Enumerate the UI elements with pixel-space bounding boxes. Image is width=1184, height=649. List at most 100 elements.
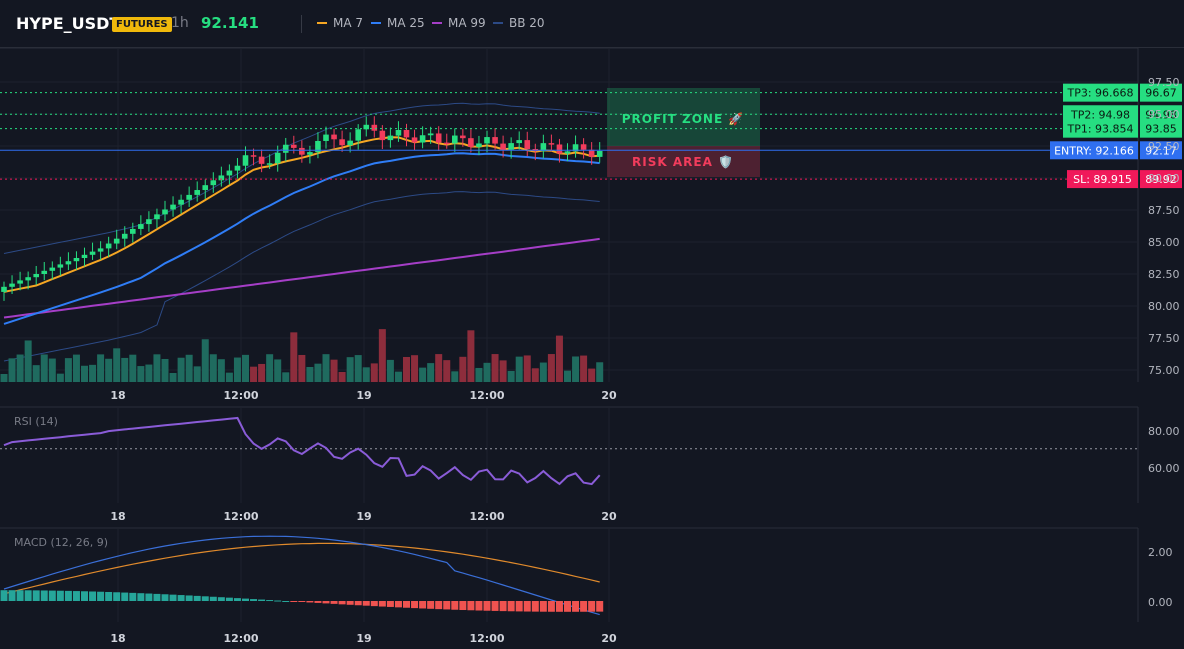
candle-body[interactable] [596,150,603,157]
candle-body[interactable] [363,124,370,130]
candle-body[interactable] [524,140,531,149]
candle-body[interactable] [371,124,378,131]
candle-body[interactable] [282,144,289,153]
candle-body[interactable] [443,142,450,145]
volume-bar [346,357,354,382]
candle-body[interactable] [516,140,522,144]
candle-body[interactable] [411,137,418,143]
candle-body[interactable] [250,155,257,157]
candle-body[interactable] [299,147,305,155]
candle-body[interactable] [387,135,394,141]
candle-body[interactable] [427,133,434,136]
candle-body[interactable] [548,143,555,145]
candle-body[interactable] [105,243,112,249]
bb-upper-line [3,102,600,254]
candle-body[interactable] [130,228,136,234]
candle-body[interactable] [81,254,88,258]
macd-histogram-bar [411,601,419,609]
volume-bar [467,330,475,382]
candle-body[interactable] [580,144,587,150]
candle-body[interactable] [274,152,281,164]
tp3-label: TP3: 96.668 [1066,87,1133,100]
macd-histogram-bar [8,590,16,601]
candle-body[interactable] [234,165,241,171]
candle-body[interactable] [435,133,442,143]
candle-body[interactable] [403,130,410,138]
symbol-label[interactable]: HYPE_USDT [16,14,121,33]
candle-body[interactable] [266,163,273,165]
candle-body[interactable] [484,137,490,144]
candle-body[interactable] [355,129,361,141]
candle-body[interactable] [210,180,217,186]
candle-body[interactable] [572,144,579,152]
candle-body[interactable] [170,204,176,210]
candle-body[interactable] [347,140,353,146]
candle-body[interactable] [339,139,345,146]
candle-body[interactable] [379,130,386,141]
macd-pane[interactable]: MACD (12, 26, 9) 2.00 0.00 [0,535,1173,616]
candle-body[interactable] [146,219,152,225]
macd-signal-line [3,542,600,595]
legend-ma25-label: MA 25 [387,16,425,30]
candlesticks[interactable] [1,116,603,301]
candle-body[interactable] [476,143,482,147]
candle-body[interactable] [194,190,200,195]
candle-body[interactable] [186,194,192,200]
candle-body[interactable] [331,134,337,140]
legend-ma99[interactable]: MA 99 [432,16,486,30]
macd-histogram-bar [322,601,330,604]
candle-body[interactable] [202,185,209,191]
candle-body[interactable] [17,280,23,284]
candle-body[interactable] [564,151,571,154]
volume-bar [547,354,555,382]
candle-body[interactable] [138,224,144,229]
candle-body[interactable] [258,156,265,164]
candle-body[interactable] [540,143,547,152]
candle-body[interactable] [97,248,104,252]
volume-bar [89,364,97,382]
candle-body[interactable] [556,144,563,154]
candle-body[interactable] [9,283,15,287]
candle-body[interactable] [25,277,31,281]
candle-body[interactable] [242,155,249,166]
candle-body[interactable] [49,267,56,271]
candle-body[interactable] [307,152,313,155]
candle-body[interactable] [315,140,321,153]
candle-body[interactable] [291,144,297,148]
candle-body[interactable] [154,214,160,220]
candle-body[interactable] [162,209,168,215]
candle-body[interactable] [460,135,466,139]
candle-body[interactable] [323,134,329,141]
candle-body[interactable] [588,149,595,157]
macd-histogram-bar [362,601,370,606]
timeframe-label[interactable]: 1h [171,15,189,31]
rsi-pane[interactable]: RSI (14) 80.00 60.00 [0,415,1180,486]
legend-ma25[interactable]: MA 25 [371,16,425,30]
time-label-2-2: 19 [356,632,371,645]
entry-axis-tag [1140,141,1182,160]
candle-body[interactable] [89,251,96,255]
candle-body[interactable] [395,130,402,136]
candle-body[interactable] [419,135,426,143]
candle-body[interactable] [468,138,474,147]
candle-body[interactable] [121,233,128,239]
candle-body[interactable] [226,170,233,176]
candle-body[interactable] [57,264,64,268]
candle-body[interactable] [113,238,120,244]
candle-body[interactable] [452,135,458,144]
candle-body[interactable] [508,143,514,150]
candle-body[interactable] [41,270,48,274]
candle-body[interactable] [218,175,225,181]
candle-body[interactable] [178,199,184,205]
candle-body[interactable] [65,261,72,265]
ma25-line [3,152,600,325]
time-label-0-0: 18 [110,389,125,402]
legend-ma7[interactable]: MA 7 [317,16,363,30]
candle-body[interactable] [500,143,506,150]
candle-body[interactable] [492,137,498,144]
candle-body[interactable] [33,274,39,278]
legend-bb20[interactable]: BB 20 [493,16,545,30]
candle-body[interactable] [73,258,80,262]
candle-body[interactable] [1,286,7,292]
